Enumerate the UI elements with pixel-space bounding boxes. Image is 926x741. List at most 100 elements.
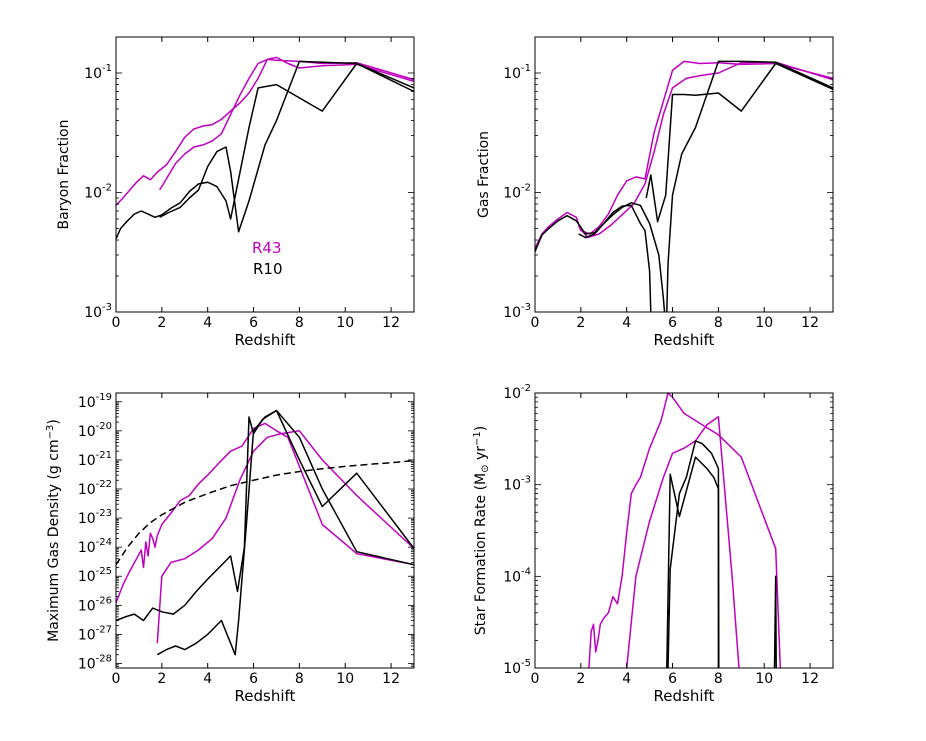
series-line-5 (773, 575, 777, 669)
plot-frame (115, 36, 415, 313)
y-tick-label: 10-3 (84, 302, 112, 321)
x-axis-label: Redshift (235, 687, 296, 705)
x-axis-label: Redshift (235, 331, 296, 349)
x-tick-label: 0 (531, 671, 540, 687)
y-tick-exponent: -22 (96, 479, 112, 490)
max-gas-density-chart: 0 2 4 6 8 10 12 10-28 10-27 10-26 10-25 10-24 10-23 1… (45, 392, 415, 705)
x-tick-label: 2 (576, 671, 585, 687)
y-axis-label: Gas Fraction (476, 131, 492, 218)
series-line-1 (115, 422, 415, 604)
y-tick-exponent: -21 (96, 450, 112, 461)
x-axis-label: Redshift (654, 687, 715, 705)
x-axis-label: Redshift (654, 331, 715, 349)
x-tick-label: 8 (714, 315, 723, 331)
x-tick-label: 12 (801, 315, 819, 331)
series-line-3 (666, 456, 720, 669)
y-tick-label: 10-2 (503, 182, 531, 201)
series-line-2 (156, 430, 415, 644)
y-tick-exponent: -19 (96, 392, 112, 403)
legend-label-r43: R43 (252, 239, 282, 257)
x-tick-label: 10 (336, 315, 354, 331)
y-tick-label: 10-1 (84, 63, 112, 82)
y-tick-exponent: -23 (96, 508, 112, 519)
y-tick-label: 10-24 (78, 537, 112, 556)
y-tick-exponent: -2 (521, 383, 531, 394)
x-tick-label: 8 (714, 671, 723, 687)
x-tick-label: 12 (382, 315, 400, 331)
y-tick-label: 10-27 (78, 624, 112, 643)
y-tick-label: 10-25 (78, 566, 112, 585)
y-tick-label: 10-20 (78, 421, 112, 440)
y-tick-label: 10-21 (78, 450, 112, 469)
series-line-3 (115, 62, 415, 240)
y-tick-exponent: -28 (96, 653, 112, 664)
x-tick-label: 10 (336, 671, 354, 687)
series-line-3 (115, 409, 415, 622)
y-tick-label: 10-1 (503, 63, 531, 82)
series-line-4 (578, 202, 666, 313)
series-line-5 (645, 62, 834, 223)
y-tick-label: 10-5 (503, 658, 531, 677)
y-tick-exponent: -4 (521, 566, 531, 577)
x-tick-label: 0 (112, 315, 121, 331)
x-tick-label: 6 (249, 315, 258, 331)
y-tick-exponent: -1 (102, 63, 112, 74)
x-tick-label: 8 (295, 671, 304, 687)
star-formation-rate-chart: 0 2 4 6 8 10 12 10-5 10-4 10-3 10-2 Star Formation… (472, 383, 834, 705)
plot-frame (115, 392, 415, 669)
y-tick-exponent: -24 (96, 537, 112, 548)
x-tick-label: 12 (801, 671, 819, 687)
gas-fraction-chart: 0 2 4 6 8 10 12 10-3 10-2 10-1 Gas Fraction Redsh… (476, 36, 834, 349)
baryon-fraction-chart: 0 2 4 6 8 10 12 10-3 10-2 10-1 Baryon Fraction Re… (56, 36, 415, 349)
y-tick-exponent: -3 (521, 475, 531, 486)
x-tick-label: 2 (576, 315, 585, 331)
series-line-4 (156, 409, 415, 656)
series-line-6 (666, 60, 834, 313)
y-tick-label: 10-28 (78, 653, 112, 672)
x-tick-label: 0 (531, 315, 540, 331)
x-tick-label: 6 (249, 671, 258, 687)
plot-frame (534, 36, 834, 313)
y-tick-label: 10-3 (503, 302, 531, 321)
x-tick-label: 6 (668, 315, 677, 331)
y-tick-exponent: -5 (521, 658, 531, 669)
legend-label-r10: R10 (253, 260, 283, 278)
x-tick-label: 0 (112, 671, 121, 687)
plot-frame (534, 392, 834, 669)
y-tick-label: 10-22 (78, 479, 112, 498)
x-tick-label: 10 (755, 315, 773, 331)
y-tick-exponent: -2 (102, 182, 112, 193)
series-line-2 (158, 58, 415, 191)
y-axis-label: Maximum Gas Density (g cm−3) (45, 419, 62, 642)
series-line-1 (534, 60, 834, 249)
series-line-1 (588, 392, 782, 669)
y-tick-exponent: -27 (96, 624, 112, 635)
y-tick-label: 10-19 (78, 392, 112, 411)
x-tick-label: 8 (295, 315, 304, 331)
x-tick-label: 4 (203, 671, 212, 687)
y-tick-label: 10-26 (78, 595, 112, 614)
y-tick-exponent: -25 (96, 566, 112, 577)
series-line-4 (667, 440, 720, 669)
y-axis-label: Baryon Fraction (56, 120, 72, 230)
y-tick-label: 10-4 (503, 566, 531, 585)
x-tick-label: 4 (622, 671, 631, 687)
y-tick-label: 10-2 (84, 182, 112, 201)
x-tick-label: 6 (668, 671, 677, 687)
y-tick-exponent: -2 (521, 182, 531, 193)
y-tick-exponent: -3 (521, 302, 531, 313)
y-tick-label: 10-3 (503, 475, 531, 494)
x-tick-label: 10 (755, 671, 773, 687)
x-tick-label: 2 (157, 315, 166, 331)
x-tick-label: 12 (382, 671, 400, 687)
series-line-2 (578, 61, 834, 239)
y-tick-label: 10-2 (503, 383, 531, 402)
y-axis-label: Star Formation Rate (M⊙ yr−1) (472, 426, 491, 635)
y-tick-exponent: -26 (96, 595, 112, 606)
series-line-3 (534, 204, 652, 313)
y-tick-exponent: -1 (521, 63, 531, 74)
series-line-1 (115, 56, 415, 206)
y-tick-label: 10-23 (78, 508, 112, 527)
y-tick-exponent: -3 (102, 302, 112, 313)
